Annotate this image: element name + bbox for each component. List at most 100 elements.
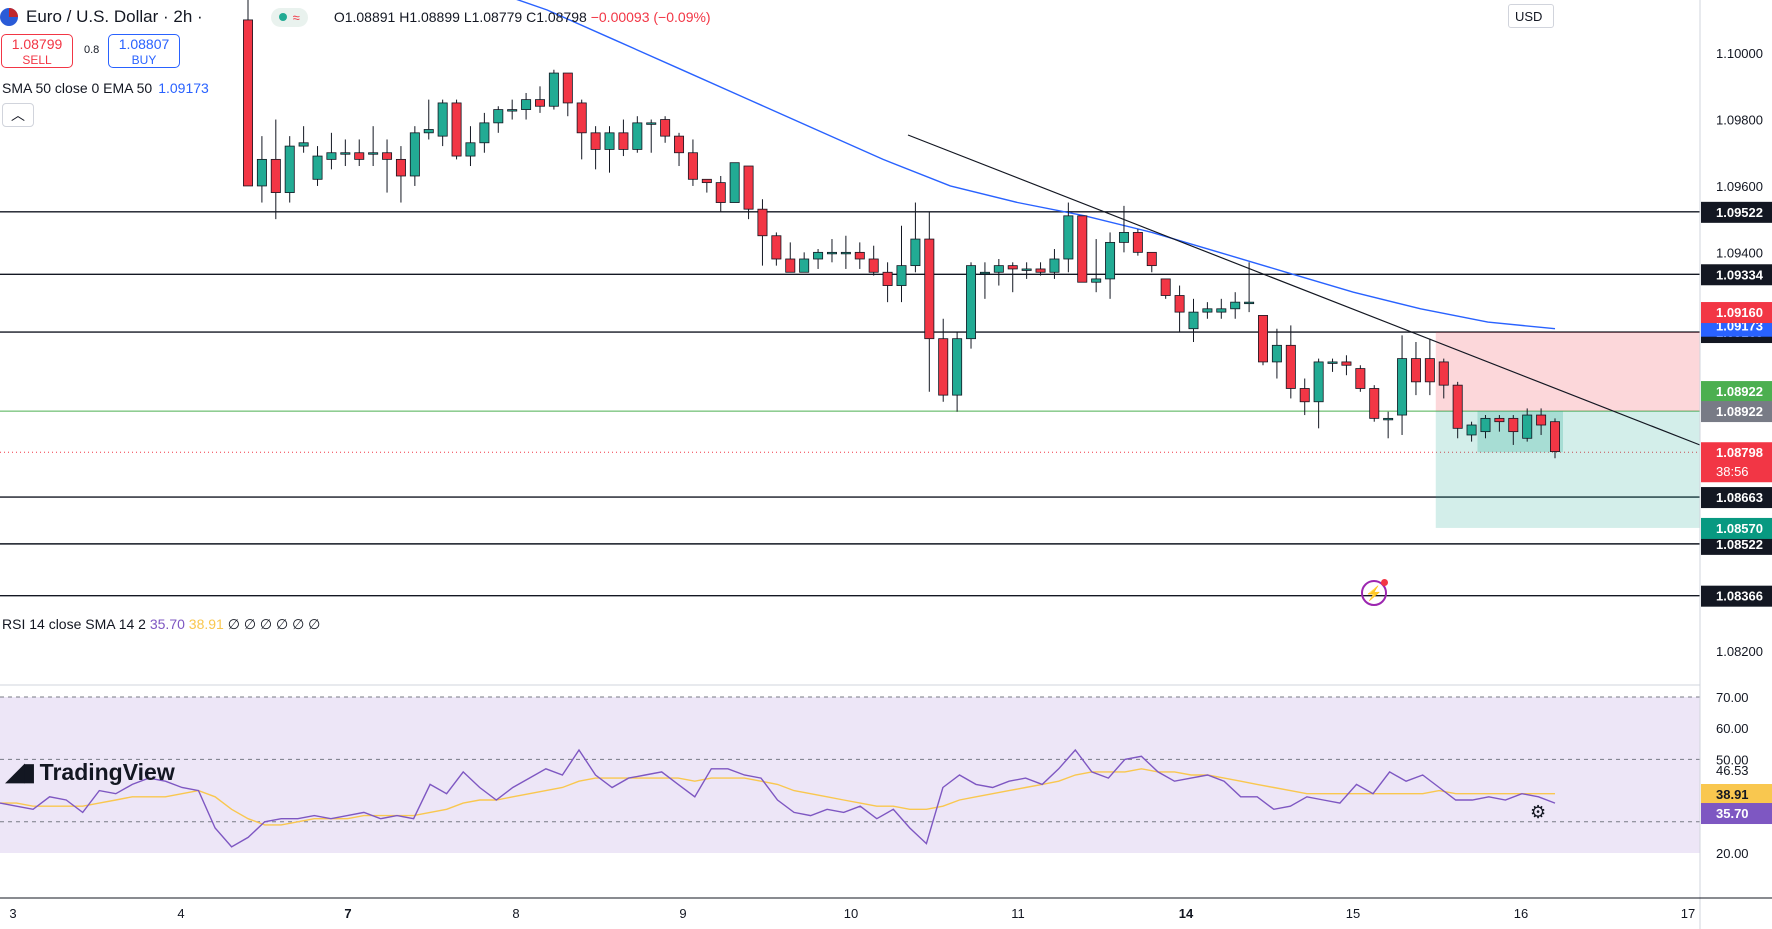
wave-icon: ≈: [292, 9, 300, 25]
candle-body: [1077, 215, 1088, 283]
time-tick-label: 4: [177, 906, 184, 921]
candle-body: [256, 158, 267, 187]
candle: [1216, 298, 1227, 319]
candle: [1536, 408, 1547, 435]
candle: [1452, 381, 1463, 439]
candle: [382, 139, 393, 193]
candle: [437, 99, 448, 147]
level-price-label: 1.09522: [1701, 201, 1772, 223]
level-price-label-text: 1.09522: [1716, 205, 1763, 220]
gear-icon[interactable]: ⚙: [1530, 802, 1547, 822]
trendline: [907, 134, 1701, 446]
candle: [1091, 239, 1102, 293]
sell-button[interactable]: 1.08799 SELL: [1, 34, 73, 68]
sell-label: SELL: [22, 53, 52, 67]
candle: [1369, 385, 1380, 422]
candle-body: [1313, 361, 1324, 403]
symbol-title[interactable]: Euro / U.S. Dollar · 2h ·: [26, 7, 203, 26]
candle-body: [1132, 232, 1143, 253]
currency-selector[interactable]: USD: [1508, 4, 1554, 28]
time-tick-label: 3: [9, 906, 16, 921]
collapse-legend-button[interactable]: ︿: [2, 103, 34, 127]
candle: [270, 119, 281, 220]
rsi-tick-label: 20.00: [1716, 846, 1749, 861]
candle: [1160, 278, 1171, 299]
take-profit-zone: [1435, 411, 1700, 528]
candle: [1341, 355, 1352, 376]
candle-body: [312, 155, 323, 180]
candle: [813, 249, 824, 269]
tradingview-logo[interactable]: ◢▮ TradingView: [6, 758, 175, 787]
candle: [757, 199, 768, 266]
ema-50-line: [516, 0, 1556, 330]
ema-50-polyline: [516, 0, 1556, 330]
candle-body: [1466, 424, 1477, 436]
candle: [326, 132, 337, 170]
candle: [548, 69, 559, 110]
candle-body: [1341, 361, 1352, 366]
candle-body: [465, 142, 476, 157]
candle-body: [1230, 301, 1241, 310]
ohlc-low: L1.08779: [463, 9, 523, 25]
candle: [1327, 358, 1338, 372]
candle-body: [340, 152, 351, 155]
time-tick-label: 15: [1346, 906, 1360, 921]
indicator-legend[interactable]: SMA 50 close 0 EMA 50 1.09173: [2, 80, 209, 96]
candle-body: [270, 158, 281, 193]
current-price-label-text: 1.08798: [1716, 445, 1763, 460]
time-tick-label: 8: [512, 906, 519, 921]
candle-body: [1258, 315, 1268, 363]
candle: [590, 126, 601, 170]
rsi-legend-sma: 38.91: [188, 616, 224, 632]
position-entry-label: 1.08922: [1701, 401, 1772, 423]
candle: [1146, 251, 1157, 273]
candle: [256, 136, 267, 203]
tradingview-logo-text: TradingView: [39, 759, 175, 785]
rsi-legend[interactable]: RSI 14 close SMA 14 2 35.70 38.91 ∅ ∅ ∅ …: [0, 616, 323, 633]
candle: [701, 178, 712, 193]
rsi-price-label-text: 35.70: [1716, 806, 1749, 821]
candle-body: [368, 152, 379, 155]
candle-body: [1438, 361, 1449, 386]
candle-body: [1202, 308, 1213, 313]
rsi-panel-background: [0, 697, 1700, 853]
candle-body: [771, 235, 782, 260]
candle: [1313, 358, 1324, 429]
entry-price-label-text: 1.08922: [1716, 384, 1763, 399]
time-tick-label: 10: [844, 906, 858, 921]
candle: [1550, 418, 1560, 459]
buy-price: 1.08807: [118, 36, 170, 52]
current-price-label: 1.08798 38:56: [1701, 442, 1772, 483]
candle-body: [1327, 361, 1338, 364]
candle-body: [423, 129, 434, 134]
candle-body: [1285, 344, 1296, 389]
chevron-up-icon: ︿: [11, 107, 25, 123]
price-axis[interactable]: 1.10000 1.09800 1.09600 1.09400 1.08200 1.095…: [1701, 46, 1772, 861]
buy-button[interactable]: 1.08807 BUY: [108, 34, 180, 68]
rsi-tick-label: 70.00: [1716, 690, 1749, 705]
candle-body: [382, 152, 393, 160]
candle-body: [1188, 311, 1199, 330]
candle-body: [1494, 417, 1505, 423]
candle: [479, 112, 490, 153]
stop-loss-zone: [1435, 332, 1700, 412]
entry-price-label-bg: [1701, 381, 1772, 403]
level-price-label: 1.08522: [1701, 533, 1772, 555]
candle: [1202, 302, 1213, 319]
candle-body: [854, 251, 865, 260]
candle: [1244, 262, 1255, 313]
level-price-label-text: 1.09334: [1716, 267, 1764, 282]
level-price-label-bg: [1701, 585, 1772, 607]
market-status-pill[interactable]: ≈: [270, 7, 308, 27]
candle-body: [1160, 278, 1171, 296]
candle-body: [1522, 414, 1533, 439]
time-tick-label: 14: [1179, 906, 1194, 921]
candle-body: [674, 135, 685, 154]
candle: [1063, 202, 1074, 273]
candle: [312, 146, 323, 186]
price-tick-label: 1.09800: [1716, 113, 1763, 128]
candle: [1049, 249, 1060, 279]
time-axis[interactable]: 3 4 7 8 9 10 11 14 15 16 17: [9, 906, 1695, 921]
flash-alert-icon[interactable]: ⚡: [1361, 579, 1388, 606]
